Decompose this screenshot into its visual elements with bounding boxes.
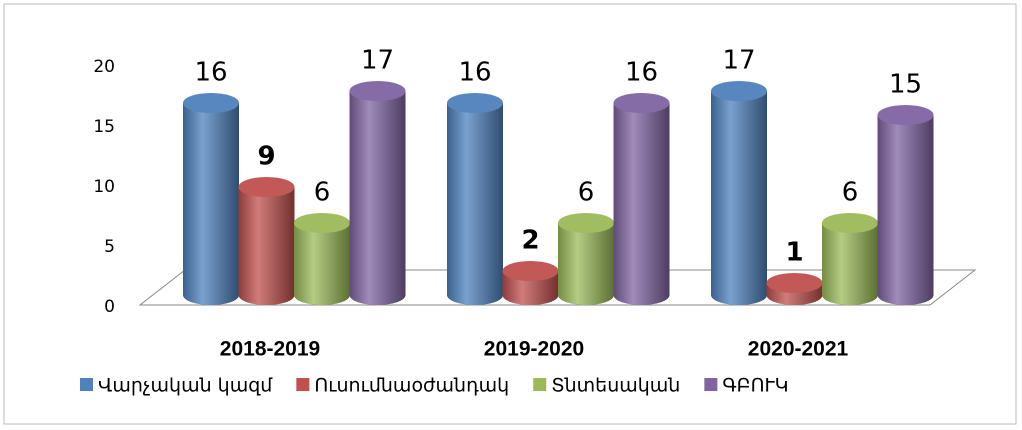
bar-top [822, 213, 878, 233]
bar-body [349, 91, 406, 305]
chart-frame [3, 3, 1017, 425]
bar-top [294, 213, 350, 233]
bar-top [766, 273, 823, 293]
legend-swatch [704, 378, 718, 391]
x-tick-label: 2020-2021 [748, 338, 849, 361]
bar-top [613, 93, 670, 113]
bar-body [238, 187, 295, 305]
data-label: 16 [625, 58, 658, 88]
data-label: 9 [257, 142, 275, 172]
data-label: 16 [458, 58, 491, 88]
bar-top [711, 81, 767, 101]
bar-body [711, 91, 767, 305]
bar [711, 81, 767, 305]
legend-label: Ուսումնաօժանդակ [314, 375, 509, 397]
y-tick-label: 10 [93, 177, 115, 197]
bar [447, 93, 503, 305]
bar-top [238, 177, 295, 197]
bar-body [558, 223, 614, 305]
legend-label: ԳԲՈՒԿ [722, 375, 788, 397]
bar [822, 213, 878, 305]
legend-swatch [296, 378, 310, 391]
data-label: 6 [842, 178, 859, 208]
data-label: 6 [314, 178, 331, 208]
data-label: 15 [889, 70, 922, 100]
y-tick-label: 0 [104, 297, 115, 317]
bar [766, 273, 823, 305]
y-tick-label: 5 [104, 237, 115, 257]
bar-body [822, 223, 878, 305]
bar-body [613, 103, 670, 305]
y-tick-label: 20 [93, 57, 115, 77]
bar-body [447, 103, 503, 305]
bar [349, 81, 406, 305]
bar [183, 93, 239, 305]
bar-body [183, 103, 239, 305]
legend-label: Տնտեսական [551, 375, 680, 397]
x-tick-label: 2018-2019 [220, 338, 320, 361]
data-label: 2 [521, 226, 539, 256]
legend-label: Վարչական կազմ [98, 375, 273, 397]
bar [558, 213, 614, 305]
bar [877, 105, 934, 305]
data-label: 17 [361, 46, 394, 76]
data-label: 17 [722, 46, 755, 76]
y-tick-label: 15 [93, 117, 115, 137]
bar-top [349, 81, 406, 101]
legend-swatch [533, 378, 547, 391]
bar [613, 93, 670, 305]
bar-top [502, 261, 559, 281]
bar-top [877, 105, 934, 125]
legend-swatch [80, 378, 93, 391]
data-label: 16 [194, 58, 227, 88]
bar-top [183, 93, 239, 113]
data-label: 1 [785, 238, 803, 268]
bar-body [877, 115, 934, 305]
x-tick-label: 2019-2020 [484, 338, 584, 361]
bar-top [558, 213, 614, 233]
data-label: 6 [578, 178, 595, 208]
bar [294, 213, 350, 305]
bar-body [294, 223, 350, 305]
bar-top [447, 93, 503, 113]
bar [502, 261, 559, 305]
bar [238, 177, 295, 305]
